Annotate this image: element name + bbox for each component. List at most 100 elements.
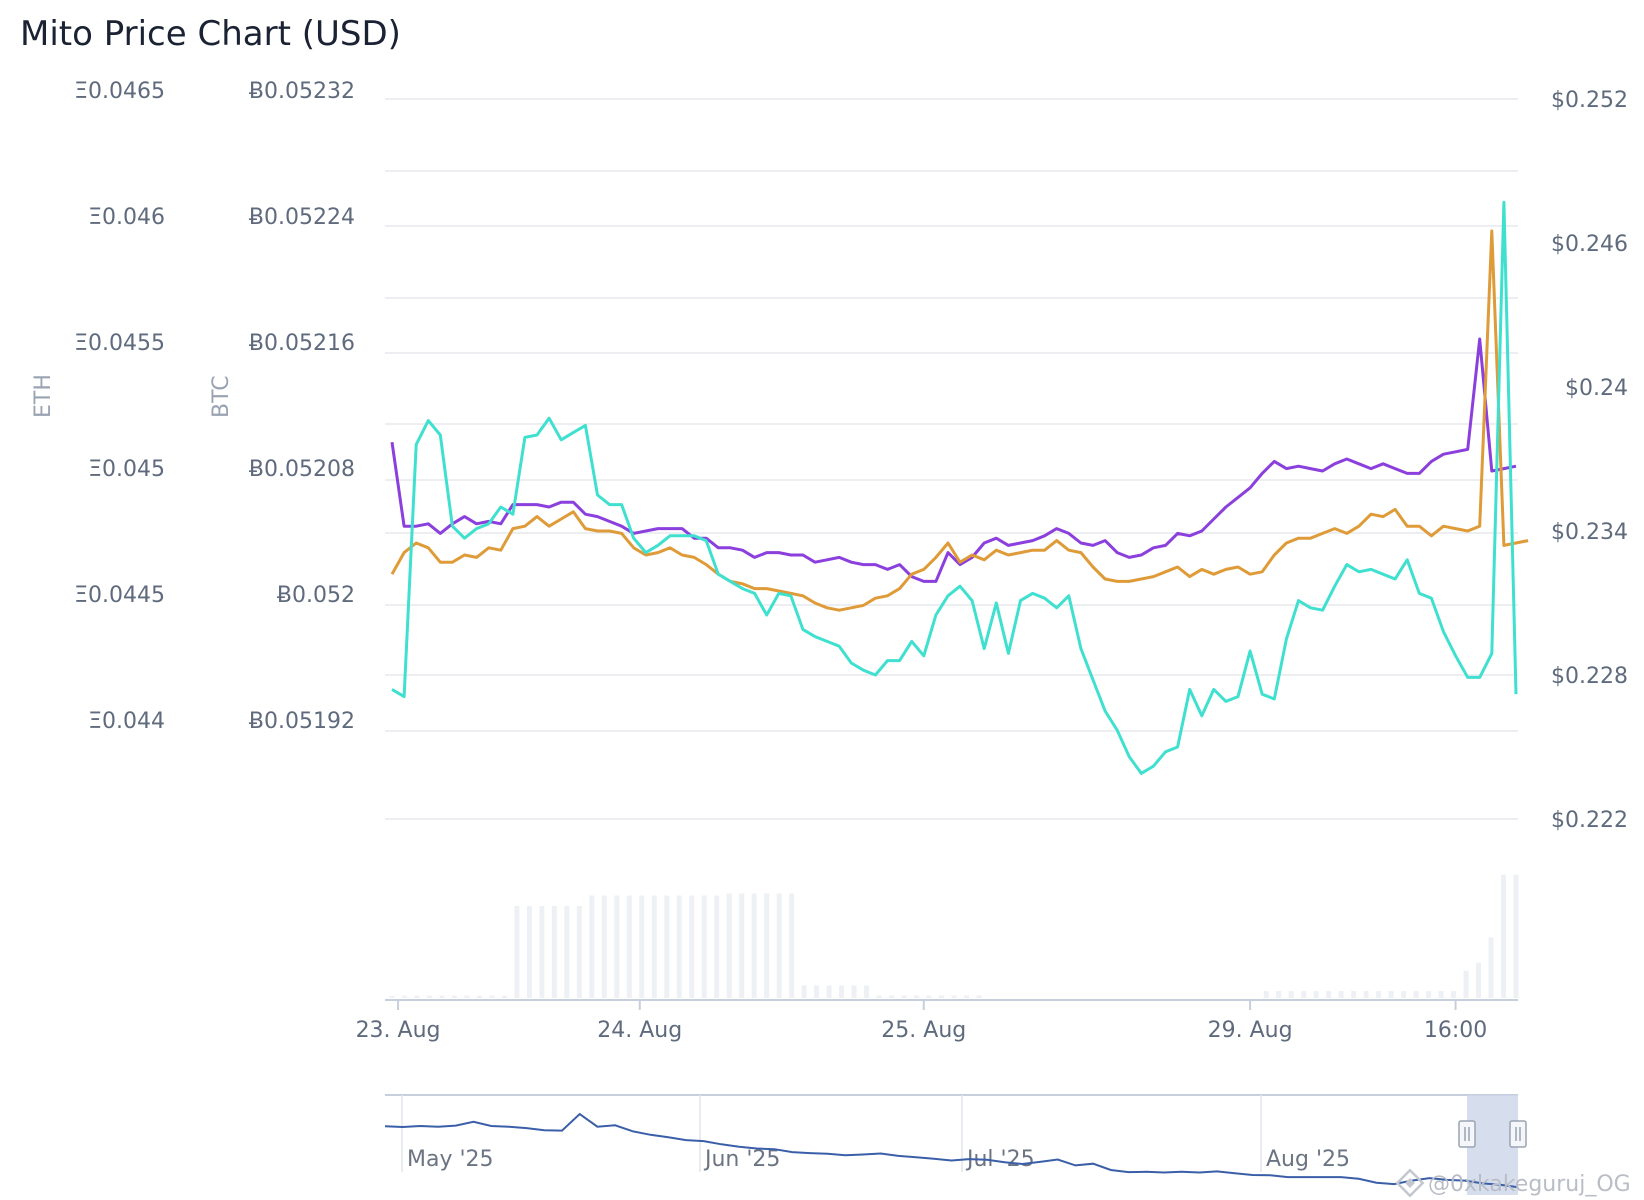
btc-axis-title: BTC xyxy=(209,375,234,418)
eth-tick-label: Ξ0.0455 xyxy=(74,331,165,356)
volume-bar xyxy=(1488,937,1494,998)
volume-bar xyxy=(1376,991,1382,998)
volume-bar xyxy=(1351,991,1357,998)
volume-bar xyxy=(1301,991,1307,998)
chart-title: Mito Price Chart (USD) xyxy=(20,14,401,54)
navigator-left-handle[interactable] xyxy=(1458,1120,1476,1148)
volume-bar xyxy=(839,985,845,998)
volume-bar xyxy=(1313,991,1319,998)
volume-bar xyxy=(889,995,895,998)
volume-bar xyxy=(389,996,395,998)
volume-bar xyxy=(776,893,782,998)
navigator-label: May '25 xyxy=(407,1147,494,1172)
volume-bar xyxy=(651,895,657,998)
range-navigator[interactable]: May '25 Jun '25 Jul '25 Aug '25 xyxy=(384,1094,1527,1195)
volume-bar xyxy=(426,995,432,998)
volume-bar xyxy=(939,995,945,998)
watermark-text: @0xkakeguruj_OG xyxy=(1428,1172,1631,1197)
volume-bar xyxy=(539,906,545,998)
volume-bar xyxy=(1451,991,1457,998)
btc-tick-label: Ƀ0.05224 xyxy=(249,205,355,230)
volume-bars xyxy=(389,874,1519,998)
btc-tick-label: Ƀ0.05232 xyxy=(249,79,355,104)
volume-bar xyxy=(1513,874,1519,998)
volume-bar xyxy=(501,995,507,998)
usd-tick-label: $0.252 xyxy=(1551,88,1628,113)
volume-bar xyxy=(601,895,607,998)
volume-bar xyxy=(789,893,795,998)
series-lines[interactable] xyxy=(390,200,1529,775)
volume-bar xyxy=(439,995,445,998)
usd-tick-label: $0.24 xyxy=(1565,376,1628,401)
volume-bar xyxy=(1338,991,1344,998)
volume-bar xyxy=(914,995,920,998)
series-line-2[interactable] xyxy=(390,229,1529,612)
volume-bar xyxy=(689,895,695,998)
volume-bar xyxy=(576,906,582,998)
volume-bar xyxy=(476,995,482,998)
usd-tick-label: $0.228 xyxy=(1551,664,1628,689)
volume-bar xyxy=(1288,991,1294,998)
volume-bar xyxy=(1426,991,1432,998)
volume-bar xyxy=(701,895,707,998)
eth-tick-label: Ξ0.046 xyxy=(88,205,165,230)
volume-bar xyxy=(1413,991,1419,998)
volume-bar xyxy=(801,985,807,998)
volume-bar xyxy=(764,893,770,998)
volume-bar xyxy=(826,985,832,998)
volume-bar xyxy=(864,985,870,998)
btc-tick-label: Ƀ0.052 xyxy=(277,583,355,608)
x-tick-label: 24. Aug xyxy=(597,1018,682,1043)
volume-bar xyxy=(1501,874,1507,998)
volume-bar xyxy=(414,995,420,998)
btc-tick-label: Ƀ0.05208 xyxy=(249,457,355,482)
volume-bar xyxy=(464,995,470,998)
volume-bar xyxy=(639,895,645,998)
volume-bar xyxy=(1476,962,1482,998)
x-axis: 23. Aug 24. Aug 25. Aug 29. Aug 16:00 xyxy=(356,999,1518,1043)
x-tick-label: 29. Aug xyxy=(1208,1018,1293,1043)
volume-bar xyxy=(1276,991,1282,998)
btc-axis: BTC Ƀ0.05232 Ƀ0.05224 Ƀ0.05216 Ƀ0.05208 Ƀ0.0… xyxy=(209,79,355,734)
usd-tick-label: $0.222 xyxy=(1551,808,1628,833)
volume-bar xyxy=(514,906,520,998)
volume-bar xyxy=(726,893,732,998)
volume-bar xyxy=(614,895,620,998)
volume-bar xyxy=(976,995,982,998)
volume-bar xyxy=(489,995,495,998)
volume-bar xyxy=(851,985,857,998)
volume-bar xyxy=(626,895,632,998)
volume-bar xyxy=(714,895,720,998)
series-line-1[interactable] xyxy=(390,337,1517,583)
btc-tick-label: Ƀ0.05216 xyxy=(249,331,355,356)
volume-bar xyxy=(551,906,557,998)
volume-bar xyxy=(1263,991,1269,998)
volume-bar xyxy=(901,995,907,998)
btc-tick-label: Ƀ0.05192 xyxy=(249,709,355,734)
volume-bar xyxy=(739,893,745,998)
volume-bar xyxy=(751,893,757,998)
x-tick-label: 23. Aug xyxy=(356,1018,441,1043)
volume-bar xyxy=(963,995,969,998)
usd-axis: $0.252 $0.246 $0.24 $0.234 $0.228 $0.222 xyxy=(1551,88,1628,833)
x-tick-label: 25. Aug xyxy=(881,1018,966,1043)
volume-bar xyxy=(876,995,882,998)
volume-bar xyxy=(926,995,932,998)
volume-bar xyxy=(664,895,670,998)
volume-bar xyxy=(1363,991,1369,998)
grid-lines xyxy=(385,98,1518,820)
volume-bar xyxy=(526,906,532,998)
volume-bar xyxy=(951,995,957,998)
usd-tick-label: $0.234 xyxy=(1551,520,1628,545)
watermark-logo-icon xyxy=(1395,1168,1425,1198)
volume-bar xyxy=(1388,991,1394,998)
eth-tick-label: Ξ0.0465 xyxy=(74,79,165,104)
eth-axis: ETH Ξ0.0465 Ξ0.046 Ξ0.0455 Ξ0.045 Ξ0.0445 Ξ0.… xyxy=(31,79,165,734)
navigator-right-handle[interactable] xyxy=(1509,1120,1527,1148)
usd-tick-label: $0.246 xyxy=(1551,232,1628,257)
eth-tick-label: Ξ0.044 xyxy=(88,709,165,734)
navigator-label: Aug '25 xyxy=(1266,1147,1350,1172)
series-line-3[interactable] xyxy=(391,200,1518,775)
volume-bar xyxy=(1326,991,1332,998)
